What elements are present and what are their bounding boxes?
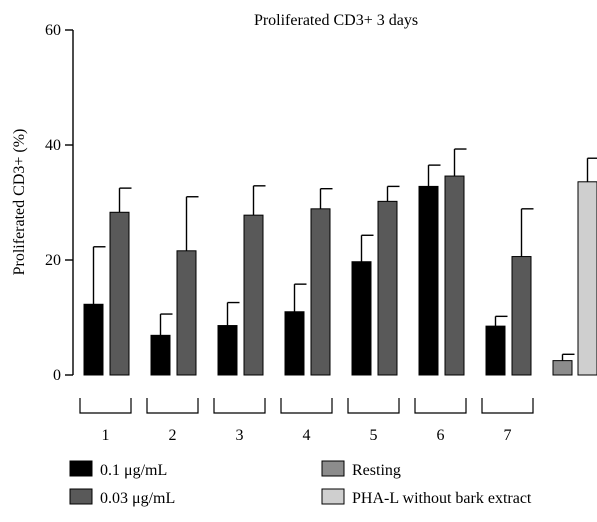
group-bracket [79,398,132,414]
chart-title: Proliferated CD3+ 3 days [254,12,418,29]
legend-label: 0.1 μg/mL [100,462,167,479]
bar-7-series-2 [511,256,532,376]
group-label: 5 [370,427,378,444]
group-bracket [213,398,266,414]
bar-1-series-2 [109,211,130,376]
bar-2-series-2 [176,250,197,376]
legend-swatch [321,460,345,477]
group-label: 1 [102,427,110,444]
legend-swatch [321,488,345,505]
bar-2-series-1 [150,334,171,376]
bar-4-series-2 [310,208,331,376]
bar-1-series-1 [83,303,104,376]
bar-control-2 [577,181,597,376]
legend-swatch [69,488,93,505]
group-brackets: 1 2 3 4 5 6 7 [79,398,534,444]
y-axis-label: Proliferated CD3+ (%) [11,129,28,276]
legend-swatch [69,460,93,477]
bar-3-series-2 [243,214,264,376]
group-label: 7 [504,427,512,444]
group-bracket [347,398,400,414]
group-label: 2 [169,427,177,444]
group-bracket [280,398,333,414]
legend-label: Resting [352,462,401,479]
legend: 0.1 μg/mL 0.03 μg/mL Resting PHA-L without … [69,460,532,507]
legend-label: 0.03 μg/mL [100,490,175,507]
bars [83,148,597,376]
bar-4-series-1 [284,311,305,376]
group-bracket [146,398,199,414]
bar-5-series-1 [351,261,372,376]
legend-label: PHA-L without bark extract [352,490,532,507]
group-bracket [481,398,534,414]
group-label: 4 [303,427,311,444]
y-axis: 0 20 40 60 [45,22,74,384]
y-tick-label: 0 [53,367,61,384]
group-label: 3 [236,427,244,444]
y-tick-label: 20 [45,252,61,269]
bar-6-series-2 [444,175,465,376]
bar-7-series-1 [485,325,506,376]
bar-control-1 [552,360,573,376]
group-bracket [414,398,467,414]
bar-3-series-1 [217,325,238,376]
y-tick-label: 60 [45,22,61,39]
bar-6-series-1 [418,185,439,376]
y-tick-label: 40 [45,137,61,154]
bar-5-series-2 [377,200,398,376]
group-label: 6 [437,427,445,444]
